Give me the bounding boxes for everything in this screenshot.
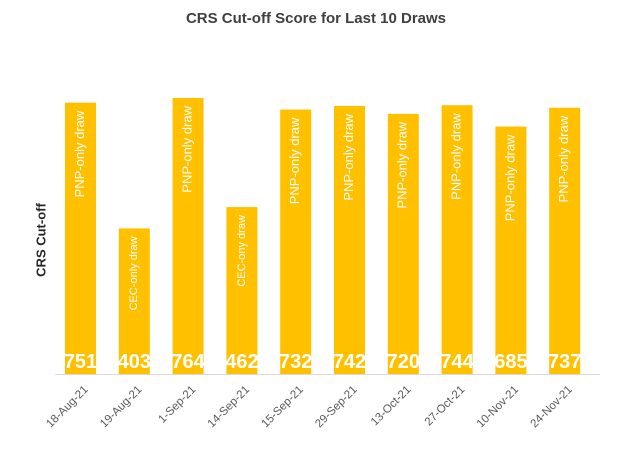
x-tick-label: 14-Sep-21 bbox=[206, 384, 252, 430]
bar bbox=[549, 107, 581, 374]
bar-value-label: 764 bbox=[171, 351, 205, 373]
bar bbox=[118, 228, 150, 374]
bar-annotation-label: CEC-only draw bbox=[128, 236, 140, 310]
x-tick-label: 1-Sep-21 bbox=[156, 384, 198, 426]
bar-annotation-label: PNP-only draw bbox=[395, 121, 410, 208]
bar-annotation-label: PNP-only draw bbox=[287, 117, 302, 204]
bar-value-label: 732 bbox=[279, 351, 312, 373]
bar-annotation-label: PNP-only draw bbox=[502, 134, 517, 221]
bar bbox=[280, 109, 312, 374]
bar bbox=[172, 98, 204, 374]
bar-value-label: 751 bbox=[64, 351, 97, 373]
bar-annotation-label: CEC-ony draw bbox=[236, 215, 248, 287]
bar-value-label: 462 bbox=[225, 351, 258, 373]
chart-title: CRS Cut-off Score for Last 10 Draws bbox=[185, 10, 447, 27]
bar-value-label: 737 bbox=[548, 351, 581, 373]
bar-value-label: 685 bbox=[494, 351, 527, 373]
bar-value-label: 403 bbox=[118, 351, 151, 373]
bar bbox=[387, 113, 419, 374]
bar-value-label: 720 bbox=[387, 351, 420, 373]
bar-annotation-label: PNP-only draw bbox=[449, 113, 464, 200]
bar bbox=[226, 207, 258, 374]
bar bbox=[495, 126, 527, 374]
x-tick-label: 13-Oct-21 bbox=[369, 384, 414, 429]
bar-annotation-label: PNP-only draw bbox=[180, 105, 195, 192]
bar-value-label: 742 bbox=[333, 351, 366, 373]
x-tick-label: 18-Aug-21 bbox=[44, 384, 90, 430]
x-tick-label: 15-Sep-21 bbox=[259, 384, 305, 430]
x-tick-label: 29-Sep-21 bbox=[313, 384, 359, 430]
x-tick-label: 10-Nov-21 bbox=[475, 384, 521, 430]
x-tick-label: 27-Oct-21 bbox=[423, 384, 468, 429]
bar-value-label: 744 bbox=[440, 351, 474, 373]
bar bbox=[334, 105, 365, 375]
x-tick-label: 24-Nov-21 bbox=[529, 384, 575, 430]
bar-annotation-label: PNP-only draw bbox=[556, 115, 571, 202]
x-tick-label: 19-Aug-21 bbox=[98, 384, 144, 430]
bar bbox=[441, 105, 473, 374]
bar bbox=[65, 102, 96, 374]
bar-annotation-label: PNP-only draw bbox=[72, 110, 87, 197]
bar-annotation-label: PNP-only draw bbox=[341, 113, 356, 200]
